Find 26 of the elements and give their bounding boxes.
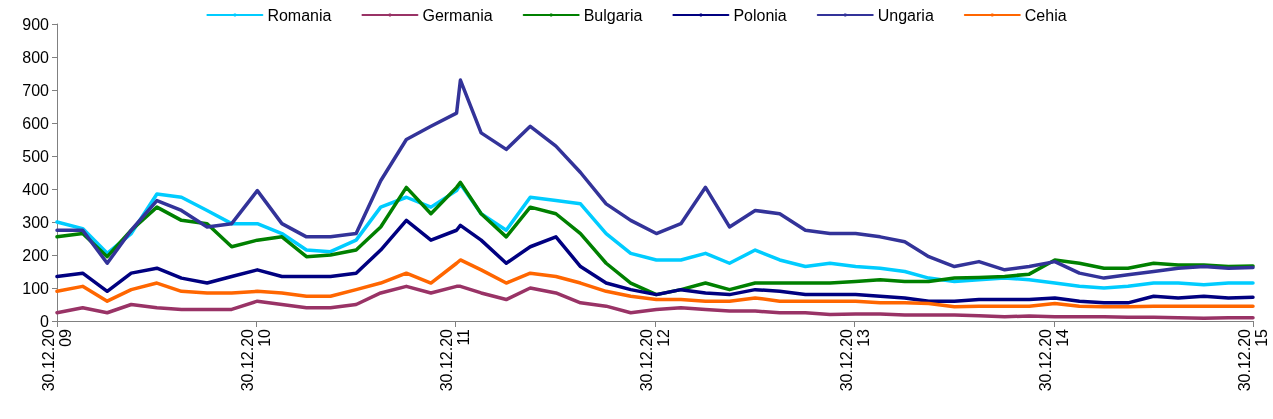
y-tick-label: 600 — [22, 114, 50, 132]
x-tick-label: 30.12.20 13 — [837, 328, 872, 392]
y-tick-label: 300 — [22, 213, 50, 231]
x-tick-label: 30.12.20 10 — [239, 328, 274, 392]
legend-label: Romania — [267, 6, 332, 24]
legend-label: Ungaria — [877, 6, 934, 24]
x-tick-label: 30.12.20 14 — [1036, 328, 1071, 392]
y-tick-label: 700 — [22, 81, 50, 99]
x-tick-label: 30.12.20 09 — [40, 328, 74, 392]
line-series — [55, 258, 1255, 309]
y-tick-label: 900 — [22, 15, 50, 33]
y-tick-label: 400 — [22, 180, 50, 198]
x-tick-label: 30.12.20 11 — [438, 328, 473, 392]
y-tick-label: 200 — [22, 246, 50, 264]
line-series — [55, 218, 1255, 305]
legend-label: Germania — [422, 6, 493, 24]
y-tick-label: 100 — [22, 279, 50, 297]
y-tick-label: 500 — [22, 147, 50, 165]
x-tick-label: 30.12.20 15 — [1236, 328, 1270, 392]
line-series — [55, 78, 1255, 280]
legend-label: Cehia — [1024, 6, 1067, 24]
y-tick-label: 0 — [40, 312, 50, 330]
legend-label: Bulgaria — [583, 6, 643, 24]
y-tick-label: 800 — [22, 48, 50, 66]
x-tick-label: 30.12.20 12 — [638, 328, 673, 392]
legend-label: Polonia — [733, 6, 787, 24]
